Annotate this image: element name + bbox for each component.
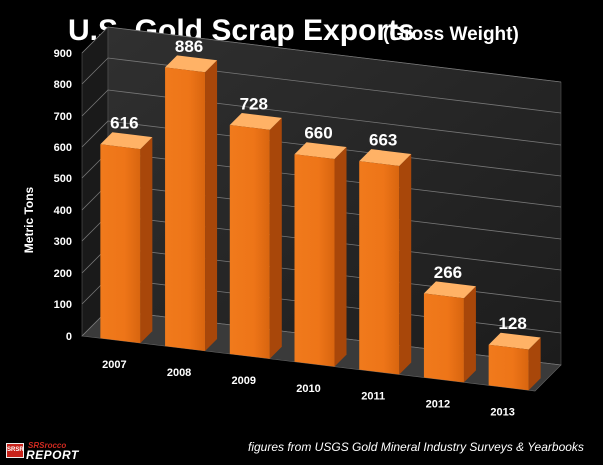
logo-bottom-text: REPORT [26,448,79,462]
data-label: 660 [304,124,332,143]
bar-front [359,161,400,375]
bar-front [423,293,464,383]
x-tick-label: 2008 [167,367,191,379]
logo-badge: SRSR [6,443,24,458]
logo-top-text: SRSrocco [28,441,67,450]
source-footnote: figures from USGS Gold Mineral Industry … [248,440,584,454]
chart-title-sub: (Gross Weight) [383,24,519,45]
bar-side [140,137,153,344]
bar [229,112,282,359]
bar-front [165,67,206,351]
data-label: 886 [175,37,203,56]
y-axis-label: Metric Tons [22,186,36,253]
bar-top [165,55,218,73]
bar-side [399,153,412,375]
bar-front [488,344,529,391]
x-tick-label: 2013 [490,406,514,418]
y-axis-ticks: 0 100 200 300 400 500 600 700 800 900 [54,48,72,343]
y-tick-label: 700 [54,111,72,123]
bar [423,281,476,383]
data-label: 266 [434,263,462,282]
y-tick-label: 800 [54,79,72,91]
y-tick-label: 500 [54,173,72,185]
y-tick-label: 0 [66,331,72,343]
data-label: 128 [498,314,526,333]
bar-top [488,332,541,350]
bar [294,142,347,367]
bar-side [463,286,476,383]
bar-side [205,60,218,351]
bar [488,332,541,391]
bar-front [294,154,335,367]
bar-front [229,124,270,359]
data-label: 616 [110,114,138,133]
gridline [81,26,562,83]
gridline [81,57,562,114]
x-tick-label: 2009 [232,375,256,387]
bar [165,55,218,351]
x-tick-label: 2007 [102,359,126,371]
data-label: 663 [369,131,397,150]
y-tick-label: 400 [54,205,72,217]
bar-top [100,132,153,150]
bar-side [269,117,282,359]
bar [100,132,153,344]
y-tick-label: 900 [54,48,72,60]
bar-top [359,149,412,166]
bar-side [334,147,347,367]
bar-top [294,142,347,160]
bar-front [100,144,141,344]
bar-top [229,112,282,130]
data-labels: 616 886 728 660 663 266 128 [110,37,527,333]
bars [100,55,541,391]
bar [359,149,412,375]
bar-top [423,281,476,299]
y-tick-label: 300 [54,236,72,248]
y-tick-label: 100 [54,299,72,311]
gridline [81,89,562,146]
x-axis-ticks: 2007 2008 2009 2010 2011 2012 2013 [102,359,515,418]
data-label: 728 [240,94,268,113]
x-tick-label: 2010 [296,383,320,395]
y-tick-label: 200 [54,268,72,280]
bar-side [528,337,541,391]
y-tick-label: 600 [54,142,72,154]
x-tick-label: 2012 [426,399,450,411]
x-tick-label: 2011 [361,391,385,403]
srsrocco-logo: SRSR SRSrocco REPORT [6,441,90,462]
